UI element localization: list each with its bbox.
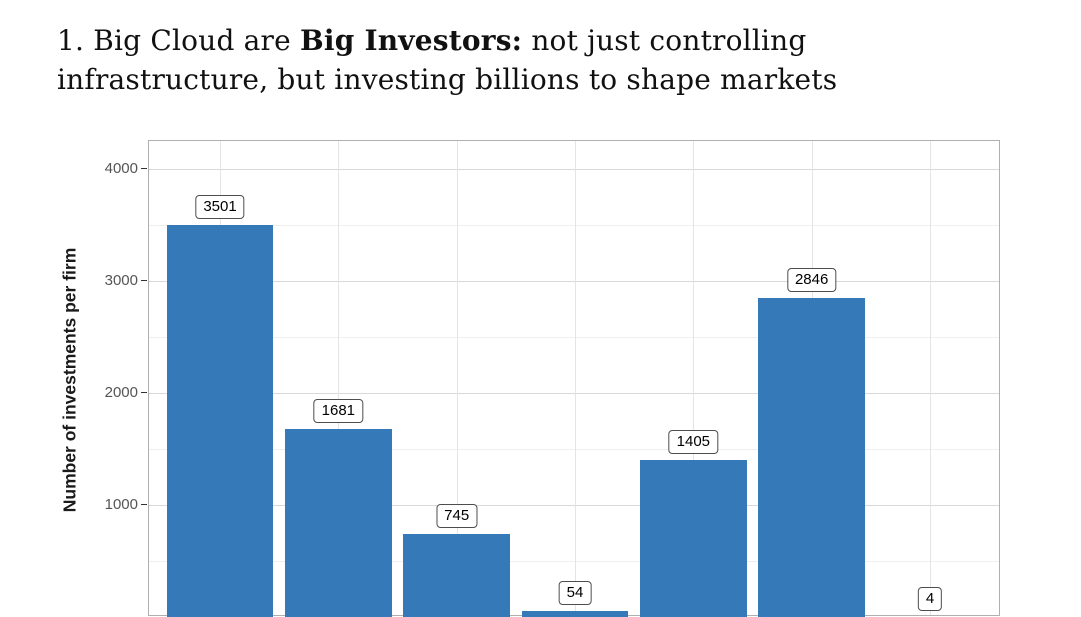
- gridline-major: [149, 393, 999, 394]
- gridline-minor: [149, 449, 999, 450]
- bar-value-label: 1405: [669, 430, 718, 454]
- bar: [167, 225, 274, 617]
- y-tick-mark: [141, 504, 147, 505]
- y-tick-mark: [141, 168, 147, 169]
- y-tick-label: 1000: [86, 497, 138, 512]
- gridline-minor: [149, 225, 999, 226]
- bar-value-label: 3501: [195, 195, 244, 219]
- page-title: 1. Big Cloud are Big Investors: not just…: [57, 22, 947, 99]
- bar: [758, 298, 865, 617]
- bar-value-label: 745: [436, 504, 477, 528]
- bar: [522, 611, 629, 617]
- bar-value-label: 54: [559, 581, 592, 605]
- plot-panel: 3501 1681 745 54 1405 2846 4: [148, 140, 1000, 616]
- y-axis-title: Number of investments per firm: [60, 248, 81, 513]
- y-tick-mark: [141, 392, 147, 393]
- y-tick-mark: [141, 280, 147, 281]
- gridline-minor: [149, 561, 999, 562]
- bar: [640, 460, 747, 617]
- gridline-vertical: [575, 141, 576, 615]
- gridline-major: [149, 169, 999, 170]
- gridline-minor: [149, 337, 999, 338]
- bar-value-label: 1681: [314, 399, 363, 423]
- gridline-major: [149, 505, 999, 506]
- bar-value-label: 2846: [787, 268, 836, 292]
- y-tick-label: 2000: [86, 385, 138, 400]
- bar-value-label: 4: [918, 587, 942, 611]
- page-title-bold: Big Investors:: [300, 24, 522, 57]
- y-tick-label: 4000: [86, 161, 138, 176]
- bar: [285, 429, 392, 617]
- y-tick-label: 3000: [86, 273, 138, 288]
- gridline-major: [149, 281, 999, 282]
- bar: [403, 534, 510, 617]
- page-title-part1: 1. Big Cloud are: [57, 24, 300, 57]
- gridline-vertical: [930, 141, 931, 615]
